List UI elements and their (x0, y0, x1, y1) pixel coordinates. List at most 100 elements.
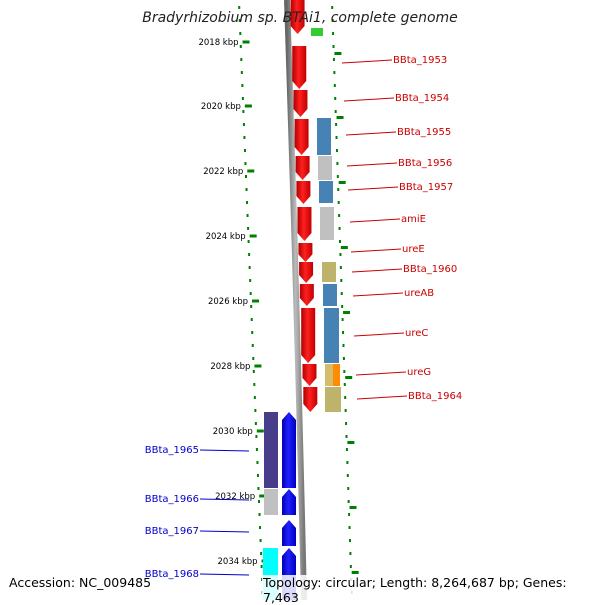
gene-label-leader (199, 573, 250, 576)
reverse-gene-arrow (303, 387, 318, 412)
rail-dot (253, 396, 256, 399)
gene-label-bbta_1968: BBta_1968 (145, 569, 199, 580)
reverse-gene-arrow (296, 181, 311, 204)
rail-dot (249, 292, 252, 295)
reverse-gene-arrow (295, 156, 310, 180)
rail-dot (242, 110, 245, 113)
gene-label-uree: ureE (402, 244, 425, 255)
category-box-gray (264, 489, 278, 515)
rail-dot (349, 565, 352, 568)
accession-text: Accession: NC_009485 (9, 575, 152, 590)
rail-dot (333, 71, 336, 74)
rail-dot (335, 123, 338, 126)
gene-label-ureab: ureAB (404, 288, 434, 299)
rail-dot (252, 370, 255, 373)
rail-dot (345, 448, 348, 451)
forward-gene-arrow (282, 520, 296, 546)
gene-label-leader (346, 162, 398, 167)
rail-dot (256, 461, 259, 464)
gene-label-bbta_1966: BBta_1966 (145, 494, 199, 505)
rail-dot (346, 461, 349, 464)
rail-dot (345, 435, 348, 438)
rail-dot (256, 474, 259, 477)
rail-dot (238, 6, 241, 9)
rail-dot (244, 162, 247, 165)
rail-dot (248, 253, 251, 256)
rail-dot (348, 526, 351, 529)
category-box-green (311, 28, 323, 36)
rail-dot (251, 331, 254, 334)
gene-label-leader (341, 59, 393, 64)
kbp-tick (259, 494, 267, 498)
rail-dot (336, 175, 339, 178)
rail-dot (254, 422, 257, 425)
rail-dot (247, 227, 250, 230)
rail-dot (245, 175, 247, 178)
kbp-tick (334, 52, 342, 55)
kbp-tick (345, 376, 353, 379)
reverse-gene-arrow (290, 0, 305, 34)
rail-dot (239, 45, 242, 48)
rail-dot (332, 58, 335, 61)
kbp-tick (254, 364, 262, 368)
kbp-tick-label: 2018 kbp (198, 38, 238, 48)
kbp-tick-label: 2030 kbp (213, 427, 253, 437)
gene-label-bbta_1964: BBta_1964 (408, 391, 462, 402)
rail-dot (335, 149, 338, 152)
kbp-tick (252, 299, 260, 303)
rail-dot (240, 71, 243, 74)
map-title: Bradyrhizobium sp. BTAi1, complete genom… (142, 10, 458, 26)
gene-label-urec: ureC (405, 328, 428, 339)
kbp-tick (249, 234, 257, 238)
gene-label-bbta_1957: BBta_1957 (399, 182, 453, 193)
rail-dot (260, 552, 263, 555)
forward-strand-genes (282, 412, 296, 600)
kbp-tick (343, 311, 351, 314)
gene-label-leader (352, 292, 404, 297)
rail-dot (242, 123, 245, 126)
rail-dot (239, 32, 242, 35)
rail-dot (339, 253, 342, 256)
rail-dot (333, 84, 336, 87)
kbp-tick-label: 2020 kbp (201, 102, 241, 112)
rail-dot (259, 539, 262, 542)
gene-label-amie: amiE (401, 214, 426, 225)
rail-dot (345, 422, 348, 425)
rail-dot (336, 162, 339, 165)
category-box-darkslateblue (264, 412, 278, 488)
rail-dot (252, 357, 255, 360)
rail-dot (337, 201, 340, 204)
rail-dot (339, 266, 342, 269)
gene-label-bbta_1965: BBta_1965 (145, 445, 199, 456)
rail-dot (332, 45, 335, 48)
rail-dot (342, 357, 345, 360)
rail-dot (344, 409, 347, 412)
rail-dot (258, 500, 260, 503)
kbp-tick (242, 40, 250, 44)
tick-rail-right (331, 6, 353, 594)
kbp-tick (256, 429, 264, 433)
gene-label-leader (353, 332, 405, 337)
rail-dot (241, 84, 244, 87)
gene-label-leader (199, 530, 250, 533)
tick-rail-left (238, 6, 264, 594)
kbp-tick-label: 2034 kbp (218, 557, 258, 567)
kbp-tick (338, 181, 346, 184)
gene-label-bbta_1955: BBta_1955 (397, 127, 451, 138)
rail-dot (342, 344, 345, 347)
reverse-gene-arrow (299, 262, 314, 283)
category-box-khaki (325, 387, 341, 412)
reverse-gene-arrow (298, 243, 313, 262)
rail-dot (248, 266, 251, 269)
rail-dot (348, 513, 351, 516)
gene-labels: BBta_1953 BBta_1954 BBta_1955 BBta_1956 BBta… (145, 55, 462, 580)
rail-dot (341, 305, 344, 308)
gene-label-bbta_1967: BBta_1967 (145, 526, 199, 537)
rail-dot (348, 539, 351, 542)
rail-dot (343, 383, 346, 386)
rail-dot (255, 448, 258, 451)
rail-dot (342, 331, 345, 334)
kbp-tick (351, 571, 359, 574)
rail-dot (346, 474, 349, 477)
